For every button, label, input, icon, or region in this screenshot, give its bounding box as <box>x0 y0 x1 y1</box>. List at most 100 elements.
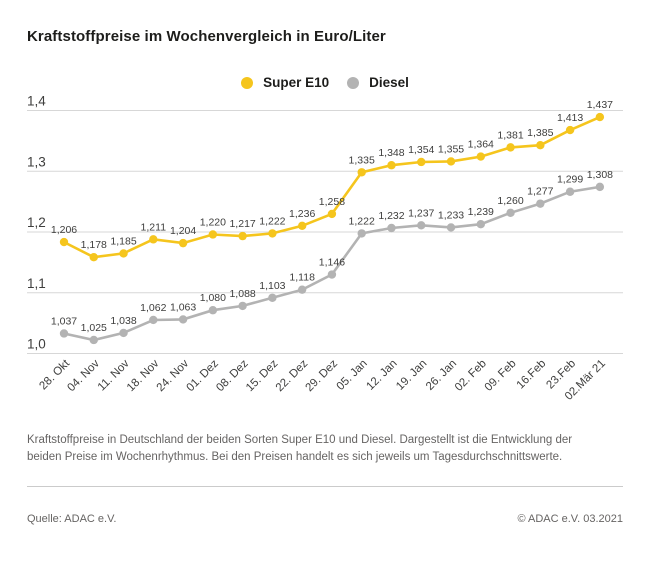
data-point-super-e10 <box>208 230 218 239</box>
data-point-super-e10 <box>595 112 605 122</box>
copyright-label: © ADAC e.V. 03.2021 <box>517 513 623 525</box>
data-point-diesel <box>506 208 515 218</box>
data-point-super-e10 <box>387 161 396 170</box>
value-label-super-e10: 1,204 <box>170 225 196 237</box>
value-label-super-e10: 1,437 <box>587 99 613 111</box>
y-axis-tick-label: 1,3 <box>27 154 46 169</box>
data-point-super-e10 <box>89 253 98 262</box>
value-label-super-e10: 1,381 <box>497 129 523 141</box>
data-point-super-e10 <box>297 221 307 231</box>
value-label-super-e10: 1,217 <box>229 218 255 230</box>
legend-label-diesel: Diesel <box>369 75 409 90</box>
value-label-diesel: 1,118 <box>289 272 315 284</box>
x-axis-tick-label: 18. Nov <box>125 357 162 394</box>
value-label-super-e10: 1,364 <box>468 139 494 151</box>
value-label-super-e10: 1,348 <box>378 147 404 159</box>
value-label-super-e10: 1,178 <box>81 239 107 251</box>
chart-title: Kraftstoffpreise im Wochenvergleich in E… <box>27 28 386 45</box>
value-label-super-e10: 1,185 <box>110 235 136 247</box>
x-axis-tick-label: 12. Jan <box>364 358 399 393</box>
data-point-diesel <box>565 187 575 196</box>
footer-divider <box>27 486 623 487</box>
value-label-diesel: 1,260 <box>497 195 523 207</box>
data-point-diesel <box>208 306 218 315</box>
x-axis-tick-label: 16.Feb <box>515 358 549 392</box>
value-label-diesel: 1,063 <box>170 301 196 313</box>
value-label-super-e10: 1,220 <box>200 216 226 228</box>
footer: Quelle: ADAC e.V. © ADAC e.V. 03.2021 <box>27 513 623 525</box>
data-point-diesel <box>417 221 426 230</box>
value-label-diesel: 1,080 <box>200 292 226 304</box>
data-point-super-e10 <box>357 168 366 177</box>
value-label-diesel: 1,232 <box>378 210 404 222</box>
data-point-diesel <box>178 315 188 324</box>
value-label-diesel: 1,146 <box>319 257 345 269</box>
y-axis-tick-label: 1,1 <box>27 276 46 291</box>
data-point-diesel <box>387 223 396 233</box>
data-point-super-e10 <box>178 238 188 248</box>
value-label-diesel: 1,062 <box>140 302 166 314</box>
value-label-super-e10: 1,413 <box>557 112 583 124</box>
value-label-diesel: 1,233 <box>438 209 464 221</box>
x-axis-tick-label: 01. Dez <box>184 357 221 394</box>
value-label-super-e10: 1,335 <box>349 154 375 166</box>
value-label-super-e10: 1,258 <box>319 196 345 208</box>
data-point-super-e10 <box>119 249 128 258</box>
data-point-super-e10 <box>149 235 158 244</box>
value-label-diesel: 1,222 <box>349 215 375 227</box>
data-point-super-e10 <box>327 209 337 219</box>
value-label-diesel: 1,038 <box>110 315 136 327</box>
legend-item-diesel: Diesel <box>347 75 409 90</box>
value-label-super-e10: 1,355 <box>438 143 464 155</box>
value-label-super-e10: 1,385 <box>527 127 553 139</box>
data-point-super-e10 <box>476 152 485 161</box>
value-label-diesel: 1,277 <box>527 186 553 198</box>
data-point-diesel <box>59 329 69 338</box>
x-axis-tick-label: 05. Jan <box>335 358 370 393</box>
data-point-super-e10 <box>565 125 575 135</box>
value-label-super-e10: 1,222 <box>259 215 285 227</box>
source-label: Quelle: ADAC e.V. <box>27 513 117 525</box>
y-axis-tick-label: 1,0 <box>27 337 46 352</box>
data-point-diesel <box>536 199 545 208</box>
data-point-diesel <box>297 285 307 294</box>
value-label-super-e10: 1,211 <box>141 221 167 233</box>
value-label-super-e10: 1,236 <box>289 208 315 220</box>
data-point-super-e10 <box>268 229 277 238</box>
data-point-diesel <box>327 270 337 279</box>
x-axis-tick-label: 24. Nov <box>155 357 192 394</box>
x-axis-tick-label: 22. Dez <box>274 357 311 394</box>
data-point-super-e10 <box>446 157 456 166</box>
legend-label-super-e10: Super E10 <box>263 75 330 90</box>
value-label-diesel: 1,088 <box>229 288 255 300</box>
value-label-diesel: 1,103 <box>259 280 285 292</box>
data-point-diesel <box>446 223 456 232</box>
data-point-diesel <box>476 220 485 229</box>
value-label-diesel: 1,237 <box>408 207 434 219</box>
data-point-diesel <box>268 293 277 302</box>
x-axis-tick-label: 02. Feb <box>453 358 489 394</box>
data-point-super-e10 <box>59 237 69 247</box>
data-point-diesel <box>357 229 366 238</box>
x-axis-tick-label: 15. Dez <box>244 357 281 394</box>
data-point-diesel <box>149 315 158 325</box>
data-point-diesel <box>89 335 98 345</box>
chart-description: Kraftstoffpreise in Deutschland der beid… <box>27 434 573 463</box>
value-label-super-e10: 1,354 <box>408 144 434 156</box>
value-label-diesel: 1,299 <box>557 174 583 186</box>
data-point-super-e10 <box>238 231 247 241</box>
value-label-diesel: 1,308 <box>587 169 613 181</box>
super-e10-dot-icon <box>241 76 254 89</box>
y-axis-tick-label: 1,2 <box>27 215 46 230</box>
x-axis-tick-label: 08. Dez <box>214 357 251 394</box>
data-point-super-e10 <box>536 141 545 150</box>
value-label-super-e10: 1,206 <box>51 224 77 236</box>
data-point-diesel <box>119 328 128 338</box>
y-axis-tick-label: 1,4 <box>27 94 46 109</box>
data-point-diesel <box>595 182 605 192</box>
value-label-diesel: 1,025 <box>81 322 107 334</box>
data-point-super-e10 <box>506 143 515 152</box>
data-point-super-e10 <box>417 157 426 167</box>
